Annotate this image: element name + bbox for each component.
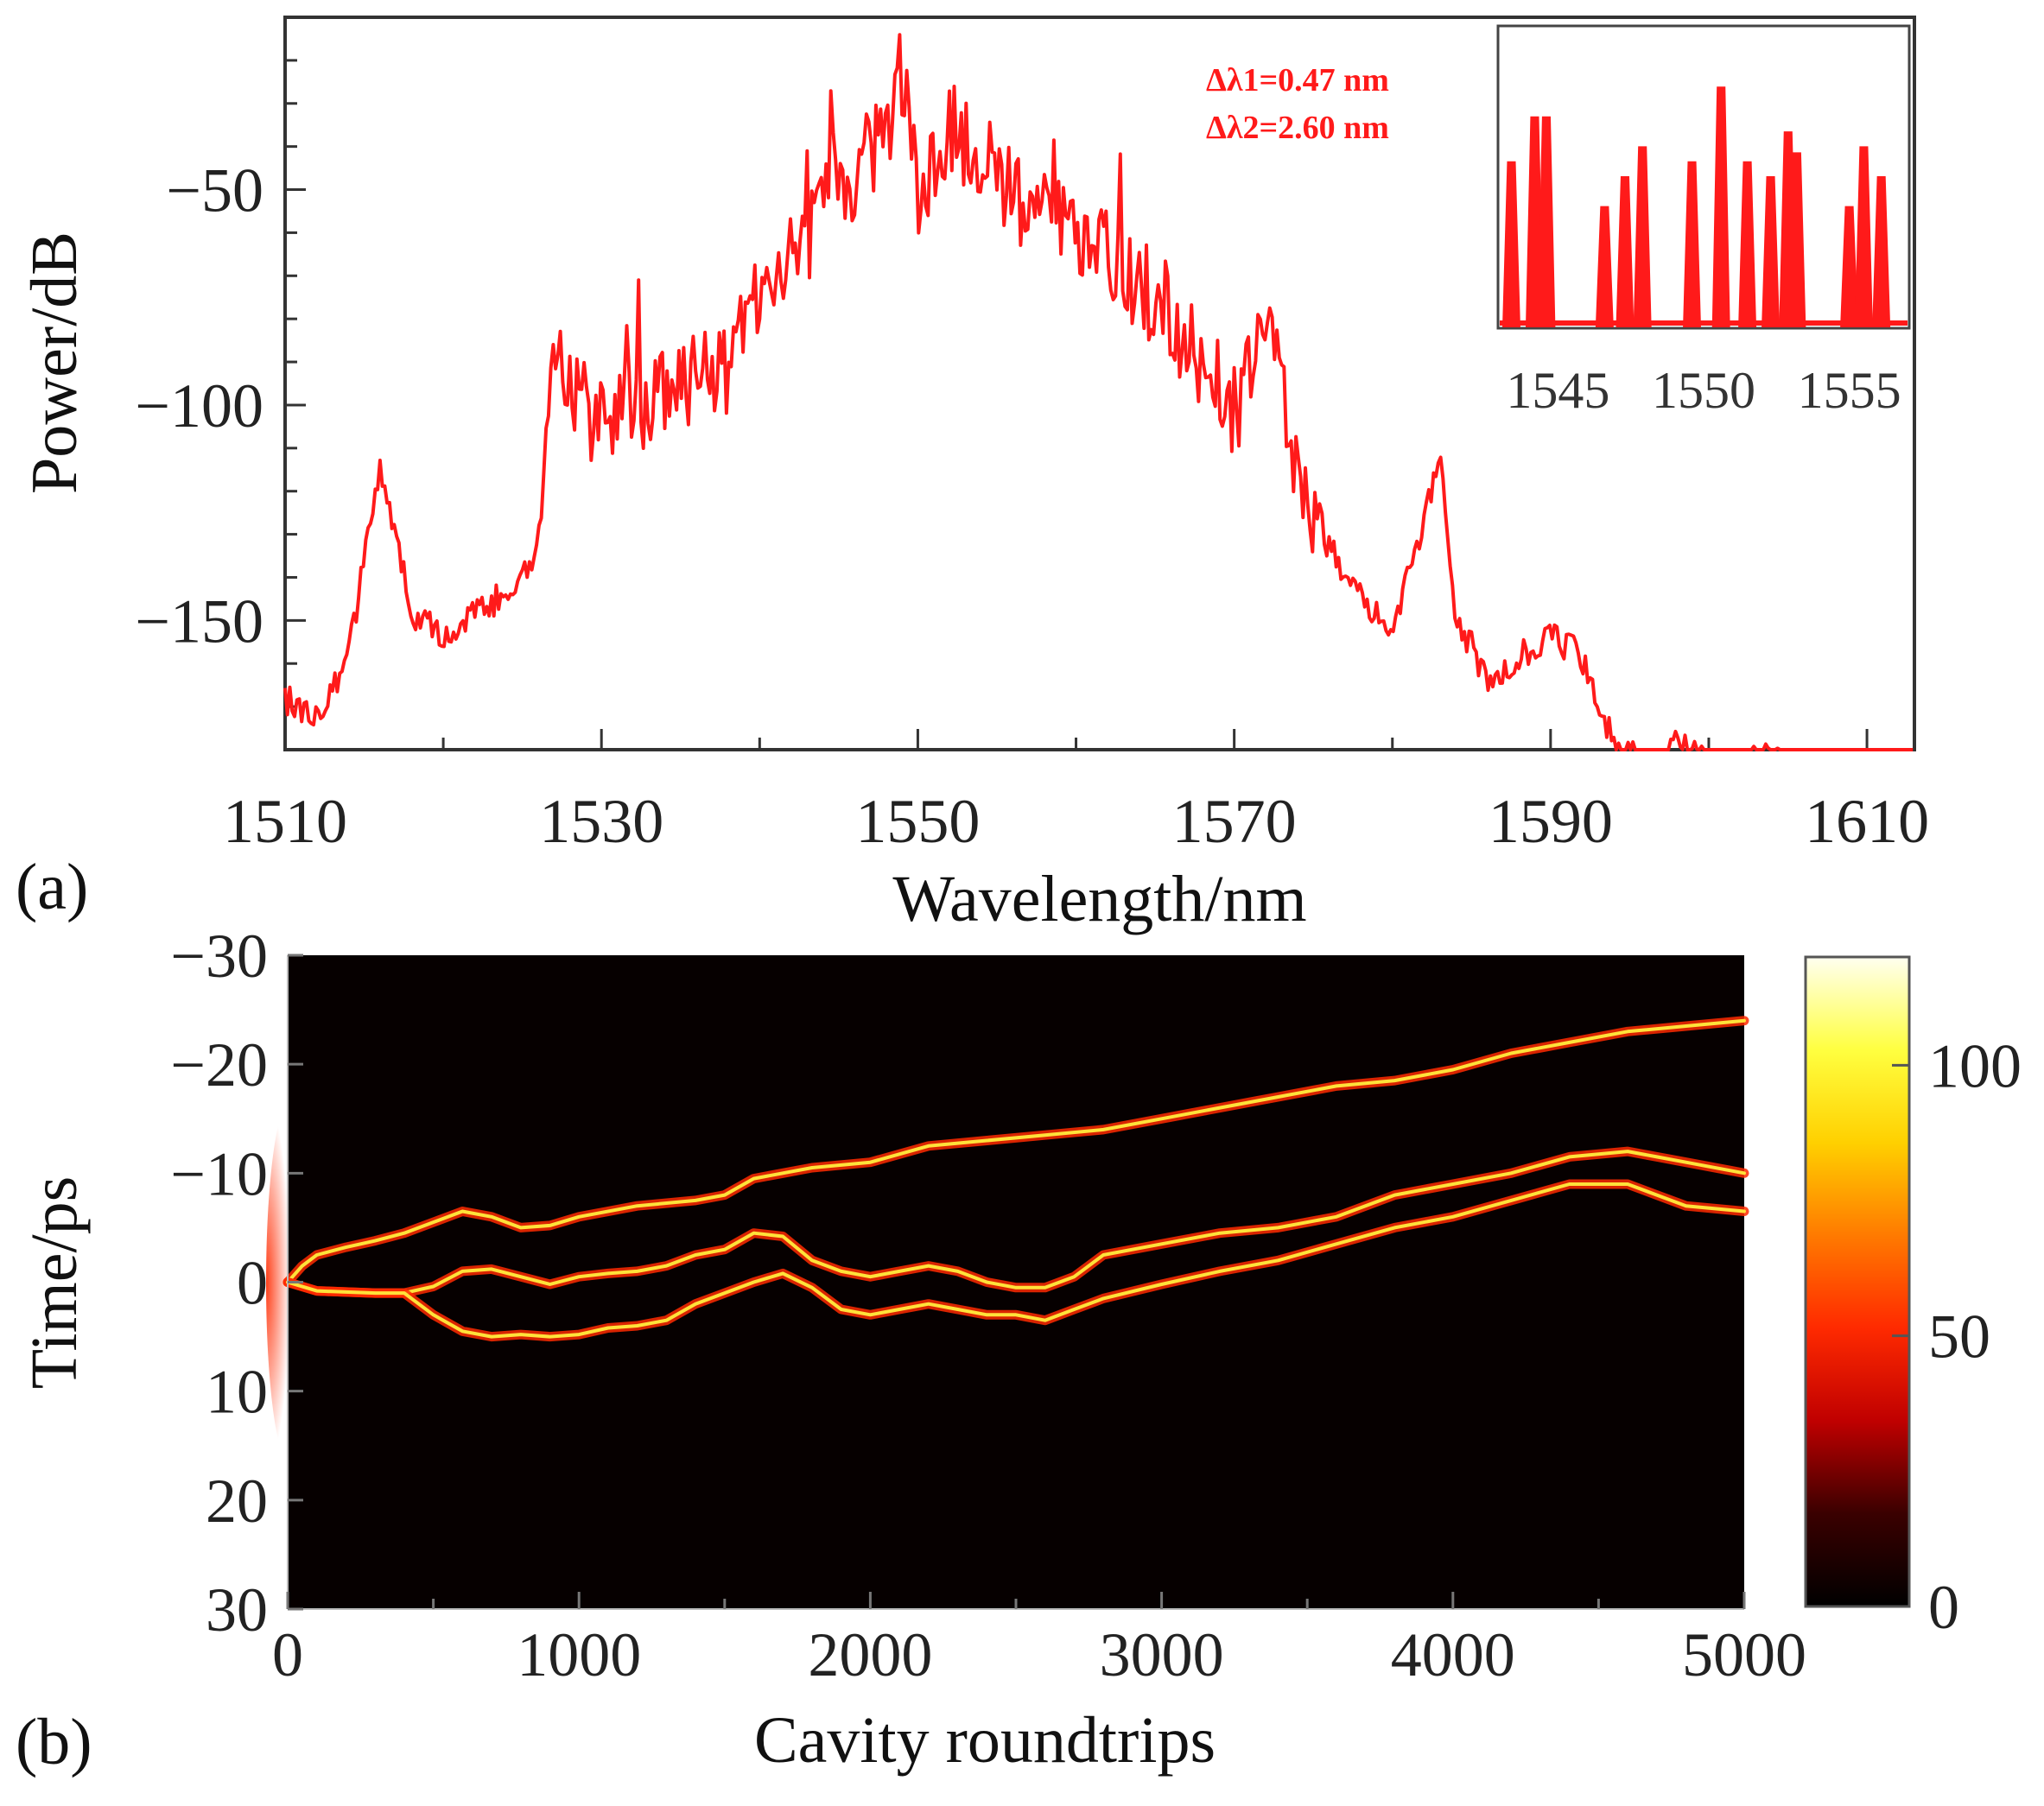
panel-a-x-tick-label: 1550: [855, 787, 980, 856]
inset-spectral-peak: [1872, 176, 1891, 327]
panel-b-label: (b): [16, 1706, 92, 1778]
colorbar-gradient: [1804, 955, 1911, 1608]
pulse-trajectories: [282, 1016, 1749, 1342]
panel-a: Δλ1=0.47 nm Δλ2=2.60 nm 1545 1550 1555 151…: [16, 16, 1929, 935]
panel-a-ticks: [283, 59, 1869, 750]
panel-b-x-axis-title: Cavity roundtrips: [754, 1704, 1216, 1777]
panel-b-x-tick-label: 3000: [1100, 1620, 1224, 1689]
inset-spectral-peak: [1616, 176, 1635, 327]
inset-spectral-peak: [1787, 152, 1806, 327]
pulse-trajectory: [286, 1182, 1746, 1339]
panel-a-x-axis-title: Wavelength/nm: [892, 863, 1306, 935]
inset-spectral-peak: [1683, 161, 1701, 327]
inset-x-tick-label: 1555: [1798, 362, 1901, 419]
panel-a-x-tick-label: 1610: [1805, 787, 1929, 856]
inset-plot: 1545 1550 1555: [1496, 24, 1911, 419]
inset-spectral-peak: [1633, 146, 1652, 327]
colorbar: 0 50 100: [1804, 955, 2022, 1642]
panel-b-x-tick-label: 1000: [517, 1620, 641, 1689]
colorbar-ticks: 0 50 100: [1892, 1031, 2022, 1642]
inset-spectral-peak: [1711, 86, 1730, 327]
panel-a-x-tick-label: 1570: [1172, 787, 1297, 856]
pulse-trajectory: [286, 1150, 1746, 1296]
annotation-delta-lambda-2: Δλ2=2.60 nm: [1206, 110, 1389, 146]
panel-a-x-tick-label: 1510: [223, 787, 347, 856]
panel-b-y-tick-label: −30: [170, 922, 268, 991]
panel-a-x-tick-labels: 1510 1530 1550 1570 1590 1610: [223, 787, 1929, 856]
panel-b-y-tick-label: −10: [170, 1139, 268, 1208]
panel-b-y-tick-label: −20: [170, 1030, 268, 1099]
panel-b-x-tick-label: 2000: [808, 1620, 932, 1689]
panel-a-y-tick-label: −150: [135, 586, 263, 656]
pulse-trajectory: [286, 1018, 1746, 1284]
panel-b-y-axis-title: Time/ps: [18, 1176, 91, 1389]
colorbar-tick-label: 100: [1928, 1031, 2022, 1100]
panel-a-y-tick-label: −100: [135, 371, 263, 440]
panel-b-y-tick-label: 0: [237, 1249, 268, 1318]
panel-a-y-axis-title: Power/dB: [18, 231, 91, 494]
inset-spectral-peak: [1595, 206, 1614, 327]
inset-peaks: [1500, 86, 1908, 327]
inset-spectral-peak: [1502, 161, 1520, 327]
inset-ticks: 1545 1550 1555: [1506, 362, 1901, 419]
inset-x-tick-label: 1545: [1506, 362, 1609, 419]
annotation-delta-lambda-1: Δλ1=0.47 nm: [1206, 62, 1389, 98]
inset-spectral-peak: [1738, 161, 1757, 327]
panel-a-label: (a): [16, 851, 88, 923]
panel-b-x-tick-label: 5000: [1682, 1620, 1806, 1689]
panel-a-x-tick-label: 1590: [1489, 787, 1613, 856]
inset-x-tick-label: 1550: [1652, 362, 1755, 419]
panel-b-y-tick-labels: −30 −20 −10 0 10 20 30: [170, 922, 268, 1644]
panel-a-y-tick-labels: −50 −100 −150: [135, 156, 263, 656]
panel-b-x-tick-labels: 0 1000 2000 3000 4000 5000: [272, 1620, 1806, 1689]
colorbar-tick-label: 50: [1928, 1302, 1990, 1372]
inset-spectral-peak: [1854, 146, 1873, 327]
panel-a-y-tick-label: −50: [166, 156, 263, 225]
panel-b-ticks: [286, 954, 1746, 1611]
panel-b-y-tick-label: 20: [206, 1467, 268, 1536]
spectrum-line: [283, 33, 1914, 751]
panel-b-x-tick-label: 4000: [1391, 1620, 1515, 1689]
inset-spectral-peak: [1762, 176, 1781, 327]
inset-frame: [1496, 24, 1911, 330]
inset-spectral-peak: [1537, 116, 1556, 327]
panel-b-y-tick-label: 10: [206, 1358, 268, 1427]
panel-b-y-tick-label: 30: [206, 1575, 268, 1644]
inset-spectral-peak: [1840, 206, 1859, 327]
panel-b-x-tick-label: 0: [272, 1620, 303, 1689]
colorbar-tick-label: 0: [1928, 1573, 1959, 1642]
panel-a-x-tick-label: 1530: [539, 787, 663, 856]
